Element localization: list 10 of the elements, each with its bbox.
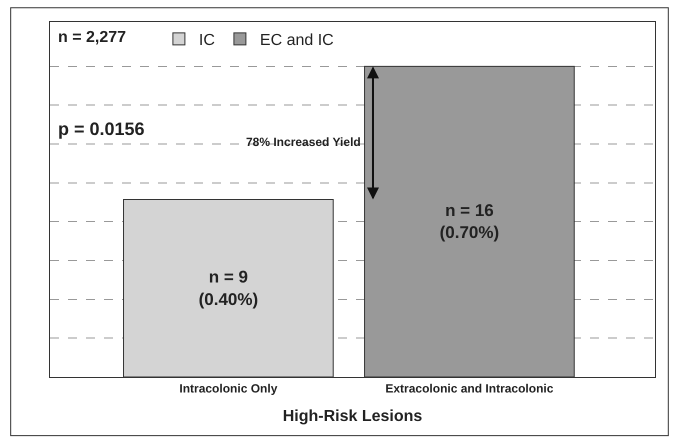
legend-label: EC and IC: [260, 32, 334, 50]
annotation: n = 2,277: [58, 29, 126, 46]
legend-label: IC: [198, 32, 215, 50]
annotation: p = 0.0156: [58, 119, 145, 139]
data-label: n = 16 (0.70%): [440, 201, 500, 242]
x-tick-label: Intracolonic Only: [179, 381, 278, 396]
data-label: n = 9 (0.40%): [198, 268, 258, 309]
x-tick-label: Extracolonic and Intracolonic: [385, 381, 554, 396]
annotation: 78% Increased Yield: [246, 135, 361, 149]
x-axis-title: High-Risk Lesions: [282, 408, 422, 426]
